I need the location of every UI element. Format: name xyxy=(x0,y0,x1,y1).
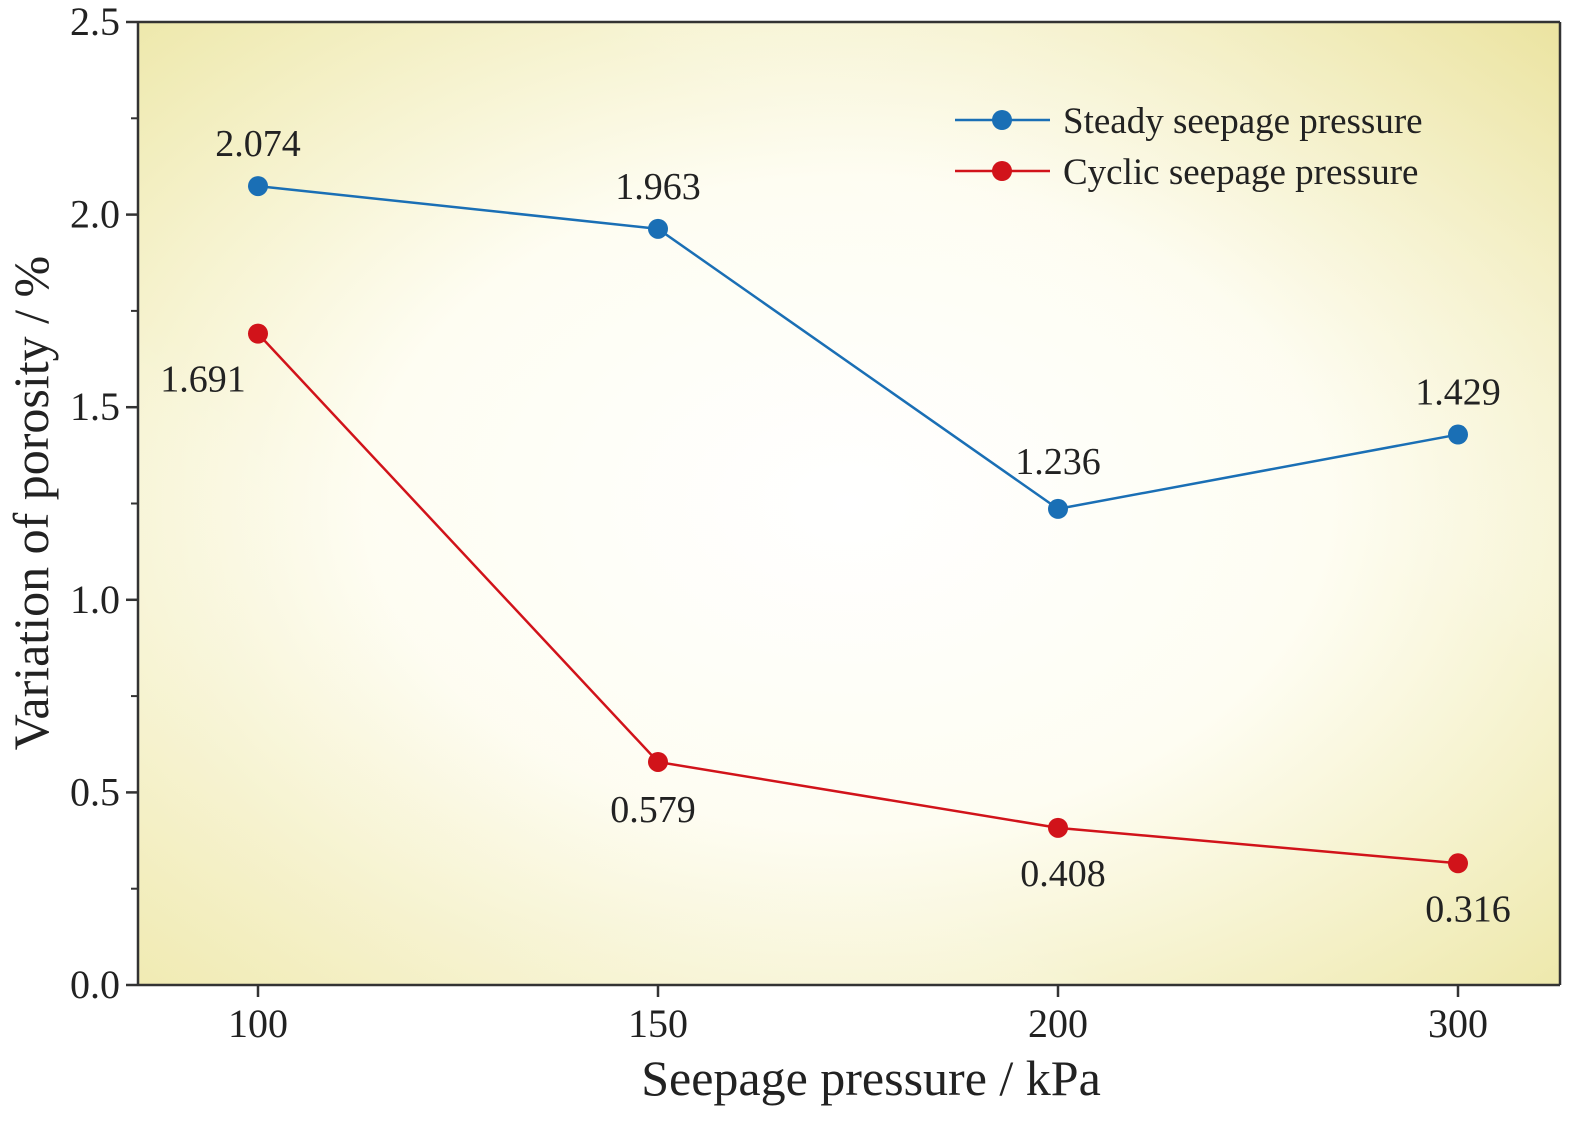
x-axis-title: Seepage pressure / kPa xyxy=(641,1050,1101,1106)
data-point-cyclic xyxy=(648,751,668,772)
x-tick-label: 100 xyxy=(228,1001,288,1046)
data-point-steady xyxy=(1048,498,1068,519)
data-label-steady: 1.236 xyxy=(1015,441,1101,483)
data-point-cyclic xyxy=(1448,853,1468,874)
plot-area-background-overlay xyxy=(138,22,1560,985)
legend-label-steady: Steady seepage pressure xyxy=(1063,101,1423,142)
data-point-steady xyxy=(248,176,268,197)
y-tick-label: 1.0 xyxy=(70,577,120,622)
data-label-steady: 1.963 xyxy=(615,166,701,208)
x-tick-label: 300 xyxy=(1428,1001,1488,1046)
data-labels: 2.074 1.963 1.236 1.429 1.691 0.579 0.408 0.316 xyxy=(160,123,1511,930)
y-tick-label: 2.5 xyxy=(70,0,120,44)
x-tick-label: 150 xyxy=(628,1001,688,1046)
data-label-steady: 1.429 xyxy=(1415,372,1501,414)
data-label-cyclic: 0.579 xyxy=(610,789,696,831)
legend-label-cyclic: Cyclic seepage pressure xyxy=(1063,152,1418,193)
y-tick-label: 0.5 xyxy=(70,769,120,814)
legend: Steady seepage pressure Cyclic seepage pr… xyxy=(955,101,1423,193)
axes: 0.0 0.5 1.0 1.5 2.0 2.5 100 150 200 300 xyxy=(70,0,1562,1046)
series-line-cyclic xyxy=(257,332,1459,865)
y-tick-label: 2.0 xyxy=(70,192,120,237)
data-point-cyclic xyxy=(248,323,268,344)
data-label-cyclic: 0.408 xyxy=(1020,853,1106,895)
data-point-steady xyxy=(1448,424,1468,445)
y-tick-label: 0.0 xyxy=(70,962,120,1007)
data-label-cyclic: 0.316 xyxy=(1425,888,1511,930)
x-tick-label: 200 xyxy=(1028,1001,1088,1046)
y-axis-title: Variation of porosity / % xyxy=(3,256,59,750)
series-layer xyxy=(248,176,1468,874)
data-label-steady: 2.074 xyxy=(215,123,301,165)
series-line-steady xyxy=(257,184,1459,511)
data-label-cyclic: 1.691 xyxy=(160,359,246,401)
y-tick-label: 1.5 xyxy=(70,384,120,429)
legend-marker-cyclic xyxy=(992,161,1012,181)
data-point-cyclic xyxy=(1048,817,1068,838)
legend-marker-steady xyxy=(992,110,1012,130)
data-point-steady xyxy=(648,218,668,239)
